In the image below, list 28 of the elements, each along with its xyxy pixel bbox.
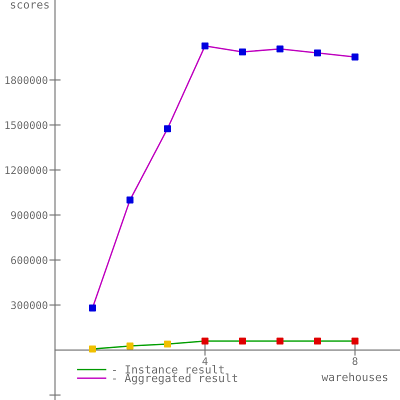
y-tick-label: 900000 <box>11 211 48 220</box>
point <box>202 338 208 345</box>
point <box>126 342 134 350</box>
point <box>202 42 208 50</box>
point <box>164 340 171 348</box>
y-tick-label: 300000 <box>11 301 48 310</box>
x-axis-title: warehouses <box>322 372 388 382</box>
y-tick-label: 1200000 <box>5 166 48 174</box>
point <box>314 49 321 56</box>
legend-label: - Aggregated result <box>113 374 238 384</box>
point <box>276 45 284 52</box>
y-axis-title: scores <box>10 2 49 9</box>
point <box>276 338 284 345</box>
y-tick-label: 600000 <box>11 256 48 264</box>
point <box>239 338 246 345</box>
point <box>352 54 358 60</box>
point <box>89 304 96 312</box>
point <box>89 346 96 352</box>
y-tick-label: 1500000 <box>5 121 48 130</box>
point <box>352 338 358 345</box>
point <box>126 196 134 204</box>
point <box>239 48 246 56</box>
y-tick-label: 1800000 <box>5 76 48 84</box>
x-tick-label: 8 <box>352 357 358 366</box>
legend-label: - Instance result <box>113 364 224 374</box>
point <box>164 125 171 132</box>
x-tick-label: 4 <box>202 357 208 365</box>
point <box>314 338 321 345</box>
